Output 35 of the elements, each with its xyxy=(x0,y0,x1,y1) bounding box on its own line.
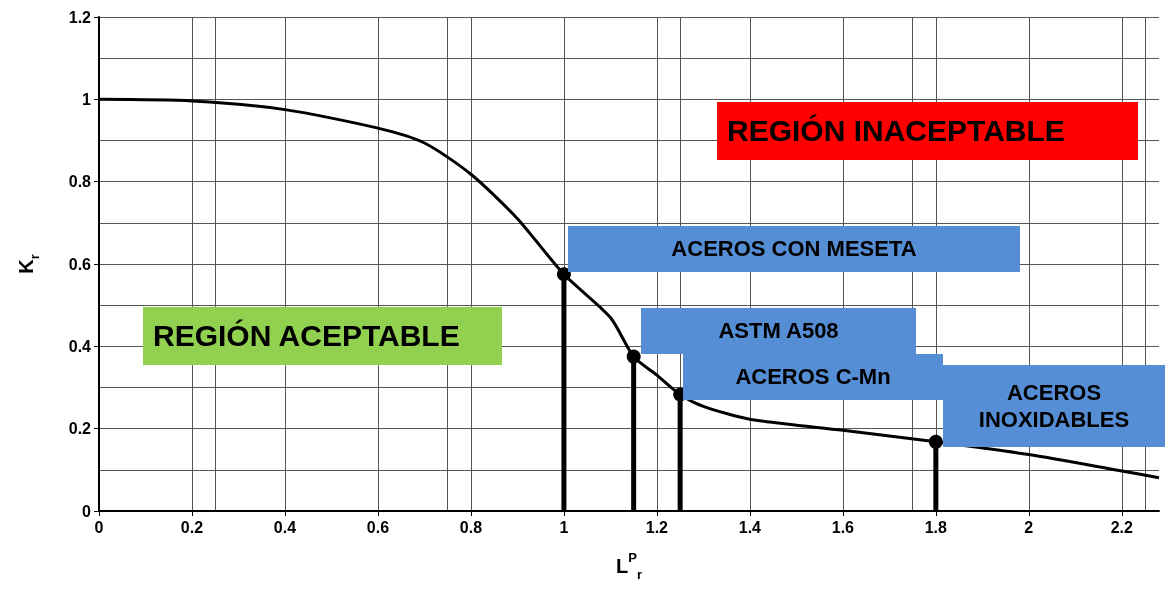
x-tick-label: 1 xyxy=(559,518,569,536)
y-axis-title: Kr xyxy=(15,254,42,274)
y-tick-label: 1.2 xyxy=(68,8,92,26)
y-tick-label: 1 xyxy=(82,90,92,108)
x-tick-label: 0 xyxy=(94,518,104,536)
annotation: ACEROS CON MESETA xyxy=(671,235,917,263)
y-tick-label: 0.2 xyxy=(68,420,92,438)
point xyxy=(626,349,641,364)
point xyxy=(928,434,943,449)
x-tick-label: 2.2 xyxy=(1110,518,1134,536)
x-tick-label: 1.4 xyxy=(738,518,762,536)
point xyxy=(556,267,571,282)
label-box: ACEROS INOXIDABLES xyxy=(943,365,1165,447)
x-tick-label: 1.2 xyxy=(645,518,669,536)
label-box: ASTM A508 xyxy=(641,308,916,354)
annotation: ASTM A508 xyxy=(718,317,839,345)
x-tick-label: 1.6 xyxy=(831,518,855,536)
label-box: ACEROS C-Mn xyxy=(683,354,943,400)
annotation: REGIÓN INACEPTABLE xyxy=(727,113,1065,150)
label-box: ACEROS CON MESETA xyxy=(568,226,1020,272)
y-tick-label: 0 xyxy=(82,502,92,520)
x-tick-label: 0.6 xyxy=(366,518,390,536)
annotation: ACEROS INOXIDABLES xyxy=(977,378,1131,434)
x-tick-label: 0.2 xyxy=(180,518,204,536)
y-tick-label: 0.8 xyxy=(68,173,92,191)
x-tick-label: 0.4 xyxy=(273,518,297,536)
x-tick-label: 0.8 xyxy=(459,518,483,536)
y-tick-label: 0.4 xyxy=(68,337,92,355)
label-box: REGIÓN INACEPTABLE xyxy=(717,102,1138,160)
label-box: REGIÓN ACEPTABLE xyxy=(143,307,502,365)
annotation: REGIÓN ACEPTABLE xyxy=(153,318,460,355)
y-tick-label: 0.6 xyxy=(68,255,92,273)
x-tick-label: 1.8 xyxy=(924,518,948,536)
x-tick-label: 2 xyxy=(1024,518,1034,536)
annotation: ACEROS C-Mn xyxy=(735,363,891,391)
